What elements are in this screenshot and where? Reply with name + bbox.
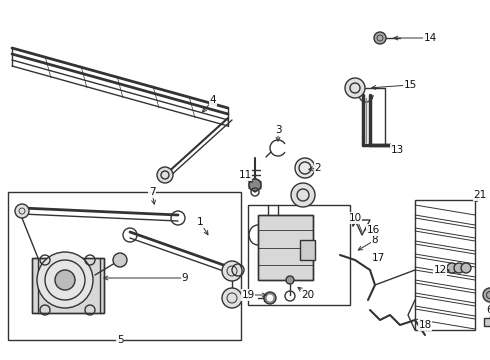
Circle shape <box>249 179 261 191</box>
Text: 3: 3 <box>275 125 281 135</box>
Circle shape <box>461 263 471 273</box>
Text: 6: 6 <box>487 305 490 315</box>
Bar <box>300 240 315 260</box>
Circle shape <box>447 263 457 273</box>
Bar <box>415 200 475 330</box>
Bar <box>8 192 241 340</box>
Circle shape <box>264 292 276 304</box>
Text: 21: 21 <box>473 190 487 200</box>
Circle shape <box>37 252 93 308</box>
Bar <box>484 318 490 326</box>
Circle shape <box>55 270 75 290</box>
Circle shape <box>454 263 464 273</box>
Circle shape <box>267 295 273 301</box>
Bar <box>258 215 313 280</box>
Text: 5: 5 <box>117 335 123 345</box>
Bar <box>32 258 104 313</box>
Text: 4: 4 <box>210 95 216 105</box>
Circle shape <box>295 158 315 178</box>
Circle shape <box>286 276 294 284</box>
Text: 10: 10 <box>348 213 362 223</box>
Text: 19: 19 <box>242 290 255 300</box>
Text: 13: 13 <box>391 145 404 155</box>
Circle shape <box>222 261 242 281</box>
Circle shape <box>345 78 365 98</box>
Text: 12: 12 <box>433 265 446 275</box>
Text: 16: 16 <box>367 225 380 235</box>
Bar <box>258 215 313 280</box>
Text: 9: 9 <box>182 273 188 283</box>
Text: 8: 8 <box>372 235 378 245</box>
Circle shape <box>483 288 490 302</box>
Text: 2: 2 <box>315 163 321 173</box>
Circle shape <box>374 32 386 44</box>
Text: 18: 18 <box>418 320 432 330</box>
Circle shape <box>157 167 173 183</box>
Text: 14: 14 <box>423 33 437 43</box>
Circle shape <box>291 183 315 207</box>
Circle shape <box>15 204 29 218</box>
Text: 15: 15 <box>403 80 416 90</box>
Bar <box>248 205 350 305</box>
Circle shape <box>113 253 127 267</box>
Circle shape <box>222 288 242 308</box>
Text: 1: 1 <box>196 217 203 227</box>
Text: 7: 7 <box>148 187 155 197</box>
Text: 20: 20 <box>301 290 315 300</box>
Text: 17: 17 <box>371 253 385 263</box>
Bar <box>32 258 104 313</box>
Text: 11: 11 <box>238 170 252 180</box>
